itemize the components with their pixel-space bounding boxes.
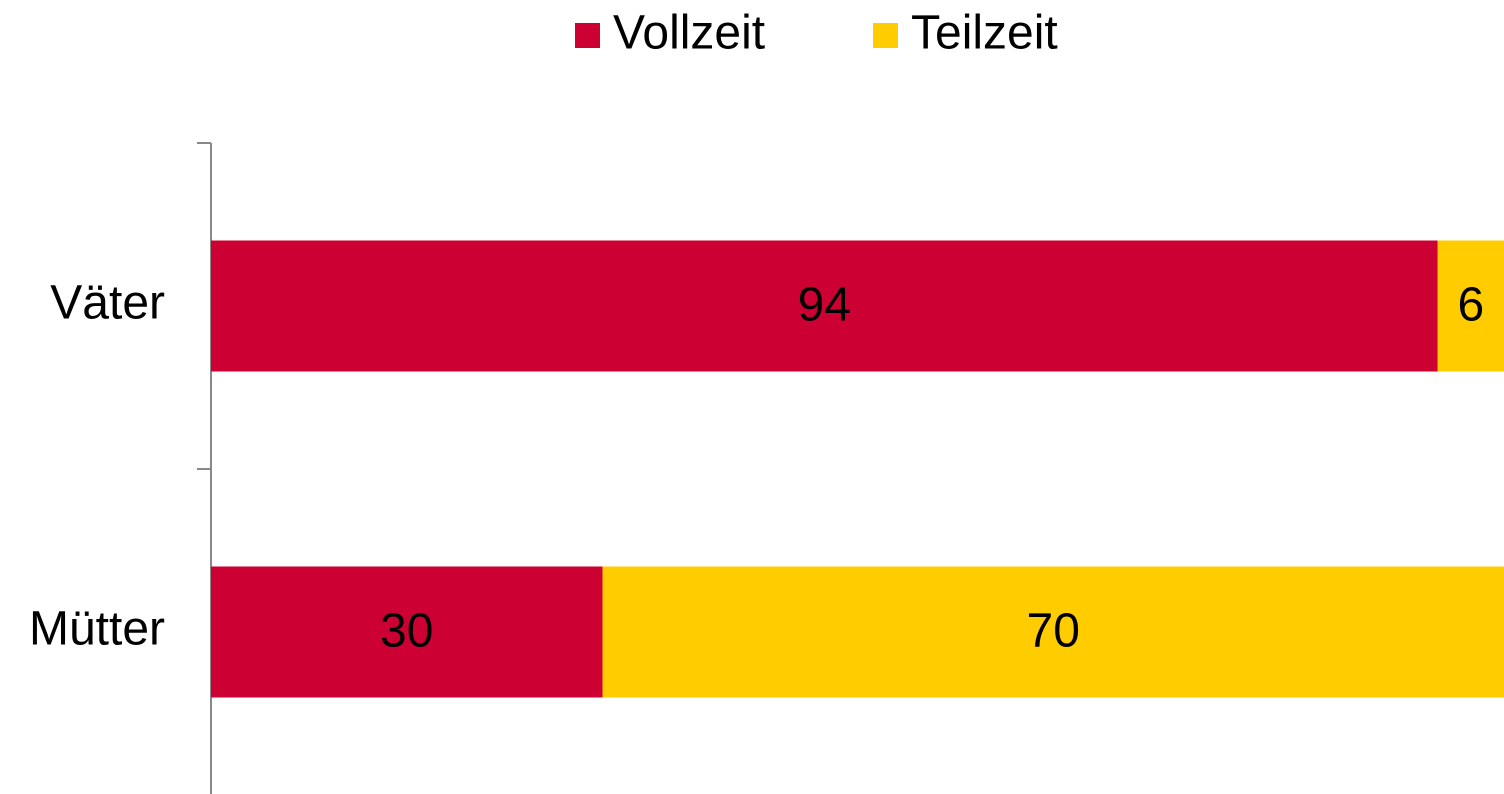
data-label: 70 [1027,605,1080,658]
legend-label: Teilzeit [911,7,1058,60]
bar-segment [211,566,603,698]
bar-segment [1437,240,1504,372]
legend-swatch [873,23,898,48]
y-tick-label: Väter [50,277,165,330]
data-label: 94 [798,279,851,332]
bar-segment [211,240,1438,372]
data-label: 30 [380,605,433,658]
legend-swatch [575,23,600,48]
y-tick-label: Mütter [29,603,165,656]
legend-label: Vollzeit [613,7,765,60]
bar-segment [602,566,1504,698]
data-label: 6 [1457,279,1484,332]
